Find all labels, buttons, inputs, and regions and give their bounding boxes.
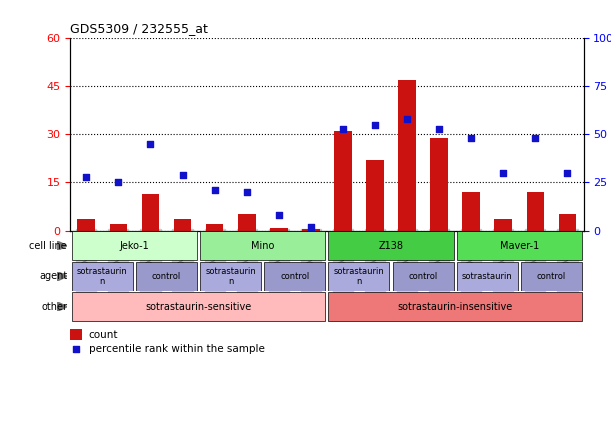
Text: control: control bbox=[537, 272, 566, 281]
Text: sotrastaurin
n: sotrastaurin n bbox=[334, 266, 384, 286]
Point bbox=[434, 125, 444, 132]
Text: agent: agent bbox=[39, 271, 67, 281]
Point bbox=[210, 187, 219, 193]
FancyBboxPatch shape bbox=[457, 262, 518, 291]
FancyBboxPatch shape bbox=[200, 231, 325, 260]
FancyBboxPatch shape bbox=[329, 292, 582, 321]
Text: percentile rank within the sample: percentile rank within the sample bbox=[89, 344, 265, 354]
FancyBboxPatch shape bbox=[393, 262, 453, 291]
Point bbox=[530, 135, 540, 142]
Point bbox=[71, 346, 81, 353]
Point bbox=[81, 173, 91, 180]
FancyBboxPatch shape bbox=[136, 262, 197, 291]
Bar bbox=[109, 224, 127, 231]
Bar bbox=[334, 131, 352, 231]
Text: Mino: Mino bbox=[251, 241, 274, 251]
Text: other: other bbox=[41, 302, 67, 312]
Bar bbox=[463, 192, 480, 231]
Bar bbox=[430, 137, 448, 231]
Text: Jeko-1: Jeko-1 bbox=[120, 241, 149, 251]
Point bbox=[114, 179, 123, 186]
Point bbox=[145, 140, 155, 147]
Polygon shape bbox=[57, 302, 67, 311]
Point bbox=[370, 121, 380, 128]
Text: Maver-1: Maver-1 bbox=[500, 241, 539, 251]
Text: sotrastaurin: sotrastaurin bbox=[462, 272, 513, 281]
Bar bbox=[558, 214, 576, 231]
Point bbox=[563, 170, 573, 176]
Text: Z138: Z138 bbox=[379, 241, 403, 251]
Bar bbox=[206, 224, 224, 231]
FancyBboxPatch shape bbox=[72, 262, 133, 291]
Bar bbox=[398, 80, 416, 231]
Bar bbox=[270, 228, 288, 231]
FancyBboxPatch shape bbox=[521, 262, 582, 291]
Bar bbox=[302, 229, 320, 231]
Bar bbox=[527, 192, 544, 231]
FancyBboxPatch shape bbox=[329, 262, 389, 291]
FancyBboxPatch shape bbox=[265, 262, 325, 291]
Text: control: control bbox=[280, 272, 309, 281]
Text: control: control bbox=[409, 272, 437, 281]
Text: sotrastaurin
n: sotrastaurin n bbox=[77, 266, 128, 286]
Point bbox=[466, 135, 476, 142]
Bar bbox=[70, 329, 82, 340]
Text: sotrastaurin-sensitive: sotrastaurin-sensitive bbox=[145, 302, 252, 312]
Point bbox=[338, 125, 348, 132]
Polygon shape bbox=[57, 272, 67, 281]
Bar bbox=[142, 194, 159, 231]
FancyBboxPatch shape bbox=[200, 262, 261, 291]
FancyBboxPatch shape bbox=[72, 292, 325, 321]
Polygon shape bbox=[57, 241, 67, 250]
Point bbox=[402, 115, 412, 122]
Text: cell line: cell line bbox=[29, 241, 67, 251]
Text: GDS5309 / 232555_at: GDS5309 / 232555_at bbox=[70, 22, 208, 36]
Text: count: count bbox=[89, 330, 119, 340]
Bar bbox=[494, 219, 512, 231]
Text: sotrastaurin-insensitive: sotrastaurin-insensitive bbox=[398, 302, 513, 312]
FancyBboxPatch shape bbox=[329, 231, 453, 260]
Point bbox=[242, 189, 252, 195]
Text: sotrastaurin
n: sotrastaurin n bbox=[205, 266, 256, 286]
Text: control: control bbox=[152, 272, 181, 281]
Bar bbox=[78, 219, 95, 231]
Bar bbox=[174, 219, 191, 231]
Bar bbox=[238, 214, 255, 231]
FancyBboxPatch shape bbox=[457, 231, 582, 260]
Point bbox=[178, 171, 188, 178]
Bar bbox=[366, 160, 384, 231]
Point bbox=[274, 212, 284, 219]
FancyBboxPatch shape bbox=[72, 231, 197, 260]
Point bbox=[306, 223, 316, 230]
Point bbox=[499, 170, 508, 176]
